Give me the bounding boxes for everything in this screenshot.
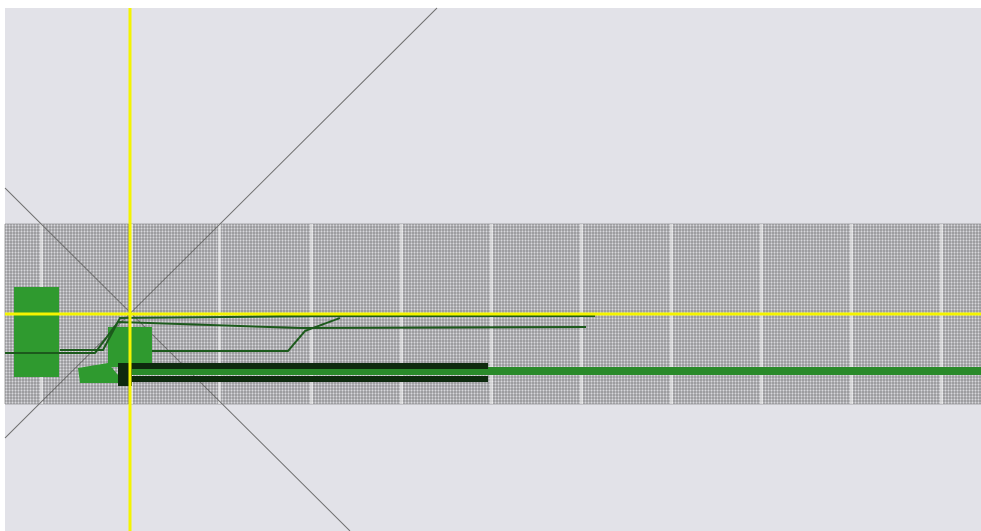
bar-thick-bottom[interactable]: [118, 376, 488, 382]
rail-long[interactable]: [118, 367, 981, 375]
bar-thick-top[interactable]: [118, 363, 488, 369]
wire-lower[interactable]: [152, 317, 341, 352]
diagonal-guide-1: [4, 187, 351, 531]
wire-middle[interactable]: [60, 315, 595, 351]
diagonal-guide-2: [4, 7, 438, 439]
connector-piece[interactable]: [78, 363, 118, 383]
block-left[interactable]: [14, 287, 59, 377]
